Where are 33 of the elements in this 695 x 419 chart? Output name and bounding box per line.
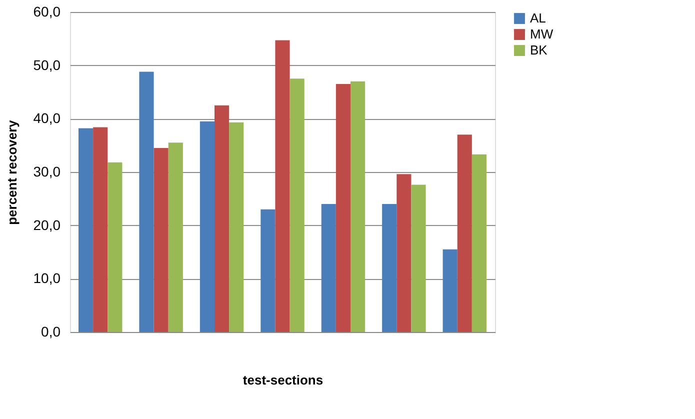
bar — [411, 184, 426, 332]
legend-label: BK — [530, 42, 548, 58]
y-tick-label: 20,0 — [33, 216, 61, 233]
y-tick-label: 30,0 — [33, 164, 61, 180]
bar — [229, 122, 244, 332]
bar — [350, 81, 366, 332]
bar — [457, 134, 472, 332]
y-tick-label: 40,0 — [33, 110, 61, 126]
bar — [442, 249, 458, 332]
bar — [336, 84, 350, 332]
x-axis-title: test-sections — [242, 372, 324, 388]
y-tick-label: 10,0 — [33, 270, 61, 286]
bar — [321, 204, 336, 332]
bar — [139, 72, 154, 332]
bar — [214, 105, 230, 332]
bar — [472, 154, 486, 332]
bar — [382, 204, 397, 332]
bar — [200, 121, 214, 332]
bar — [93, 127, 108, 332]
legend-label: AL — [530, 10, 546, 26]
bar — [396, 174, 412, 332]
bar — [168, 142, 183, 332]
bar — [275, 40, 290, 332]
legend-label: MW — [530, 26, 554, 42]
y-tick-label: 60,0 — [33, 4, 61, 20]
y-tick-label: 50,0 — [33, 56, 61, 73]
bar — [260, 209, 276, 332]
y-axis-title: percent recovery — [4, 119, 20, 225]
bar — [154, 148, 168, 332]
bar — [290, 78, 304, 332]
y-tick-label: 0,0 — [41, 324, 61, 340]
bar — [108, 162, 122, 332]
bar — [78, 128, 94, 332]
